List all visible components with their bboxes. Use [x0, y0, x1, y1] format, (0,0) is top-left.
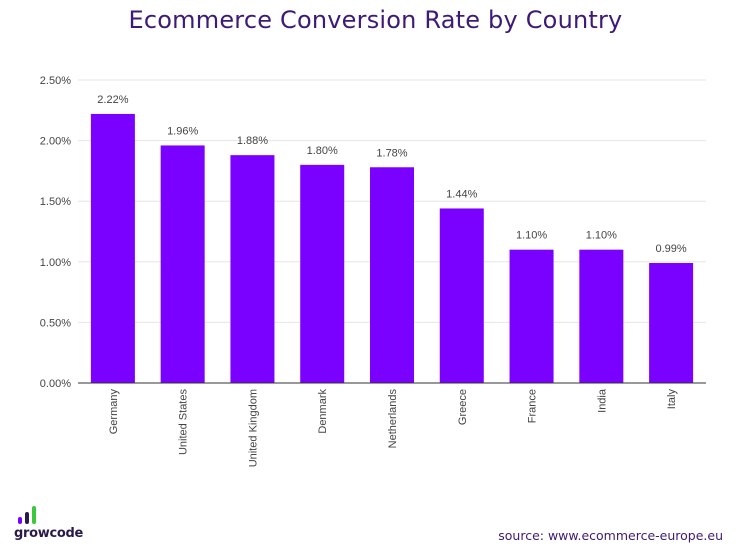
x-tick-label: Germany — [108, 389, 120, 435]
bar — [160, 145, 205, 383]
y-tick-label: 1.00% — [40, 257, 71, 269]
x-tick-label: Italy — [666, 389, 678, 410]
bar-value-label: 1.96% — [167, 125, 198, 137]
bar-value-label: 1.80% — [307, 145, 338, 157]
y-tick-label: 0.00% — [40, 378, 71, 390]
bar — [230, 155, 275, 383]
bar-value-label: 2.22% — [97, 94, 128, 106]
bar — [579, 249, 624, 383]
bars — [90, 113, 694, 383]
y-tick-label: 2.50% — [40, 75, 71, 87]
y-tick-label: 2.00% — [40, 136, 71, 148]
bar — [509, 249, 554, 383]
x-tick-label: Netherlands — [387, 389, 399, 449]
growth-bars-icon — [18, 506, 36, 524]
bar-value-label: 1.88% — [237, 135, 268, 147]
growcode-logo: growcode — [14, 505, 104, 545]
brand-name: growcode — [14, 526, 84, 541]
bar-value-label: 0.99% — [656, 243, 687, 255]
x-axis-tick-labels: Germany United States United Kingdom Denmar… — [108, 388, 678, 467]
x-tick-label: Greece — [457, 389, 469, 425]
bar-value-labels: 2.22% 1.96% 1.88% 1.80% 1.78% 1.44% 1.10% 1.10%… — [97, 94, 687, 255]
x-tick-label: United Kingdom — [247, 389, 259, 467]
y-tick-label: 0.50% — [40, 317, 71, 329]
source-note: source: www.ecommerce-europe.eu — [498, 528, 723, 543]
x-tick-label: India — [596, 388, 608, 413]
bar — [370, 167, 414, 383]
chart-title: Ecommerce Conversion Rate by Country — [128, 6, 623, 34]
bar — [649, 263, 694, 383]
x-tick-label: France — [527, 389, 539, 423]
bar-value-label: 1.78% — [376, 147, 407, 159]
x-tick-label: Denmark — [317, 389, 329, 434]
y-tick-label: 1.50% — [40, 196, 71, 208]
bar — [300, 164, 345, 383]
bar — [439, 208, 484, 383]
y-axis-tick-labels: 0.00% 0.50% 1.00% 1.50% 2.00% 2.50% — [40, 75, 71, 390]
bar-value-label: 1.44% — [446, 188, 477, 200]
bar-value-label: 1.10% — [586, 230, 617, 242]
bar — [90, 113, 135, 383]
bar-value-label: 1.10% — [516, 230, 547, 242]
x-tick-label: United States — [178, 389, 190, 456]
